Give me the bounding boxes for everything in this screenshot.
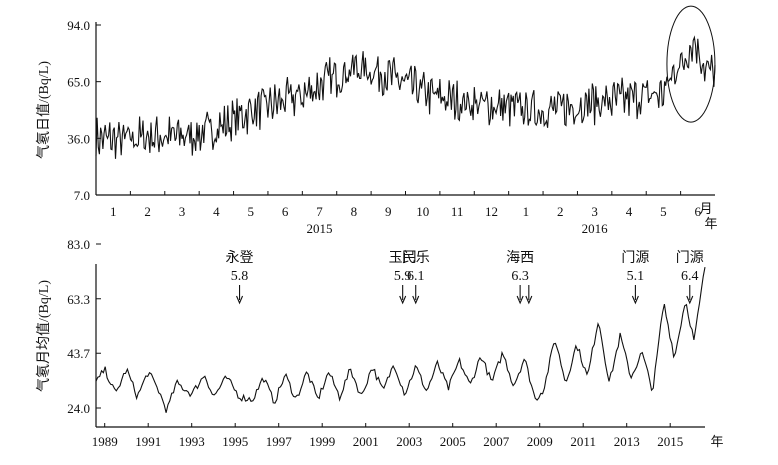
chart1-series-line <box>95 35 716 159</box>
chart2-x-tick-label: 1999 <box>309 434 335 449</box>
chart2-quake-magnitude: 6.1 <box>407 269 425 284</box>
chart1-x-unit: 月 <box>699 201 712 216</box>
chart2-quake-site: 永登 <box>226 250 254 266</box>
chart1-x-tick-label: 8 <box>351 204 358 219</box>
chart1-y-tick-label: 65.0 <box>67 75 90 90</box>
chart2-quake-magnitude: 5.1 <box>627 269 645 284</box>
chart2-x-tick-label: 2013 <box>614 434 640 449</box>
chart1-x-unit: 年 <box>704 216 717 231</box>
chart2-x-tick-label: 1989 <box>92 434 118 449</box>
chart2-quake-site: 门源 <box>676 250 704 266</box>
chart2-quake-arrow-head <box>516 295 524 305</box>
chart1-x-tick-label: 3 <box>591 204 598 219</box>
chart1-x-tick-label: 1 <box>110 204 117 219</box>
chart1-x-tick-label: 1 <box>523 204 530 219</box>
chart2-series-line <box>95 266 706 413</box>
chart1-y-tick-label: 7.0 <box>74 188 90 203</box>
chart1-x-tick-label: 4 <box>213 204 220 219</box>
chart2-quake-site: 民乐 <box>402 250 430 266</box>
chart2-x-tick-label: 1993 <box>179 434 205 449</box>
chart2-quake-site: 玉门 <box>389 250 417 266</box>
chart1-x-tick-label: 5 <box>660 204 667 219</box>
chart1-x-tick-label: 11 <box>451 204 464 219</box>
chart2-y-tick-label: 83.0 <box>67 237 90 252</box>
chart1-y-tick-label: 94.0 <box>67 18 90 33</box>
chart2-y-tick-label: 24.0 <box>67 401 90 416</box>
chart2-x-tick-label: 2009 <box>527 434 553 449</box>
chart2-quake-arrow-head <box>631 295 639 305</box>
chart1-year-label: 2016 <box>582 221 609 236</box>
chart2-x-unit: 年 <box>710 434 723 449</box>
chart2-quake-site: 海西 <box>506 250 534 266</box>
chart2-y-tick-label: 63.3 <box>67 292 90 307</box>
chart1-x-tick-label: 7 <box>316 204 323 219</box>
chart2-quake-magnitude: 5.8 <box>231 269 249 284</box>
chart1-x-tick-label: 12 <box>485 204 498 219</box>
chart1-x-tick-label: 2 <box>144 204 151 219</box>
chart2-quake-magnitude: 5.9 <box>394 269 412 284</box>
chart1-x-tick-label: 2 <box>557 204 564 219</box>
chart2-quake-arrow-head <box>686 295 694 305</box>
chart1-x-tick-label: 4 <box>626 204 633 219</box>
chart1-x-tick-label: 9 <box>385 204 392 219</box>
chart2-quake-arrow-head <box>236 295 244 305</box>
chart2-y-tick-label: 43.7 <box>67 346 90 361</box>
chart2-quake-magnitude: 6.4 <box>681 269 699 284</box>
chart1-x-tick-label: 3 <box>179 204 186 219</box>
chart2-x-tick-label: 1997 <box>266 434 293 449</box>
chart1-y-label: 气氡日值/(Bq/L) <box>35 61 52 159</box>
chart1-highlight-ellipse <box>666 5 716 123</box>
chart1-x-tick-label: 10 <box>416 204 429 219</box>
chart2-x-tick-label: 2005 <box>440 434 466 449</box>
chart2-x-tick-label: 2007 <box>483 434 510 449</box>
chart1-x-tick-label: 6 <box>282 204 289 219</box>
chart2-x-tick-label: 1995 <box>222 434 248 449</box>
chart2-quake-magnitude: 6.3 <box>511 269 529 284</box>
chart2-x-tick-label: 2015 <box>657 434 683 449</box>
chart2-quake-site: 门源 <box>621 250 649 266</box>
chart2-quake-arrow-head <box>412 295 420 305</box>
chart2-x-tick-label: 1991 <box>135 434 161 449</box>
chart1-x-tick-label: 6 <box>695 204 702 219</box>
chart2-x-tick-label: 2003 <box>396 434 422 449</box>
chart1-year-label: 2015 <box>307 221 333 236</box>
chart1-y-tick-label: 36.0 <box>67 131 90 146</box>
chart2-x-tick-label: 2001 <box>353 434 379 449</box>
chart2-quake-arrow-head <box>525 295 533 305</box>
chart2-x-tick-label: 2011 <box>570 434 596 449</box>
chart1-x-tick-label: 5 <box>248 204 255 219</box>
chart2-y-label: 气氡月均值/(Bq/L) <box>35 280 52 392</box>
chart2-quake-arrow-head <box>399 295 407 305</box>
